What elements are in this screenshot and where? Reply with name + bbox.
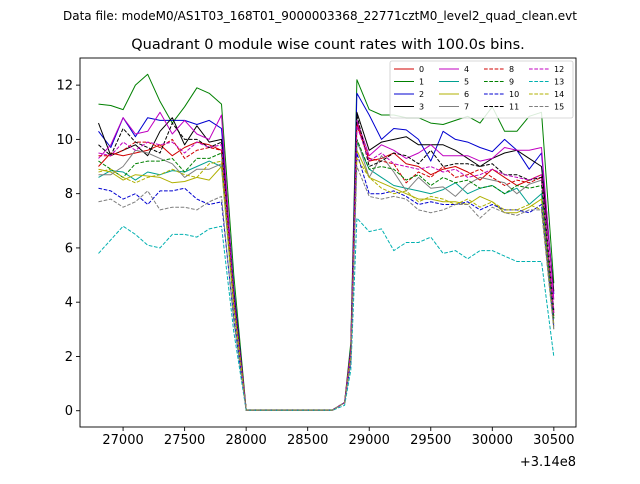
series-line-12 [98, 125, 555, 411]
x-tick-label: 29000 [349, 433, 390, 448]
y-tick-label: 6 [65, 241, 73, 256]
chart-suptitle: Data file: modeM0/AS1T03_168T01_90000033… [63, 9, 577, 23]
x-tick-label: 27000 [102, 433, 143, 448]
legend-label-3: 3 [419, 103, 424, 112]
plot-area: 27000 27500 28000 28500 29000 29500 30000 30500… [56, 57, 577, 448]
legend-label-9: 9 [509, 78, 514, 87]
legend-label-6: 6 [464, 90, 469, 99]
legend-label-14: 14 [554, 90, 564, 99]
legend-label-5: 5 [464, 78, 469, 87]
x-tick-label: 30000 [472, 433, 513, 448]
series-line-13 [98, 217, 555, 411]
legend-label-13: 13 [554, 78, 564, 87]
series-line-10 [98, 152, 555, 411]
legend-label-7: 7 [464, 103, 469, 112]
y-tick-label: 8 [65, 187, 73, 202]
legend-label-10: 10 [509, 90, 519, 99]
x-tick-label: 30500 [533, 433, 574, 448]
legend-box [389, 60, 574, 119]
legend-label-1: 1 [419, 78, 424, 87]
legend-label-8: 8 [509, 65, 514, 74]
legend-label-15: 15 [554, 103, 564, 112]
legend-label-11: 11 [509, 103, 519, 112]
axes-frame [79, 57, 577, 428]
x-tick-label: 28000 [225, 433, 266, 448]
y-tick-label: 12 [56, 79, 73, 94]
legend-label-2: 2 [419, 90, 424, 99]
series-line-9 [98, 138, 555, 411]
x-axis-offset-text: +3.14e8 [520, 455, 576, 470]
y-tick-label: 0 [65, 404, 73, 419]
series-lines [98, 73, 555, 411]
y-tick-label: 2 [65, 350, 73, 365]
legend-label-0: 0 [419, 65, 424, 74]
y-tick-label: 10 [56, 133, 73, 148]
chart-title: Quadrant 0 module wise count rates with … [131, 37, 525, 53]
x-tick-label: 29500 [410, 433, 451, 448]
legend-label-12: 12 [554, 65, 564, 74]
x-tick-label: 27500 [164, 433, 205, 448]
legend-label-4: 4 [464, 65, 469, 74]
y-tick-label: 4 [65, 296, 73, 311]
x-tick-label: 28500 [287, 433, 328, 448]
series-line-15 [98, 166, 555, 411]
series-line-11 [98, 114, 555, 411]
